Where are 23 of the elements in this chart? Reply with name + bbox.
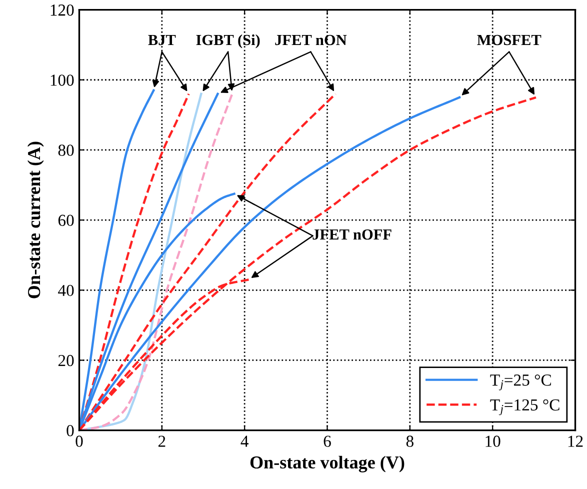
y-tick-label: 80 (58, 144, 74, 156)
x-tick-label: 6 (324, 436, 331, 447)
annotation: JFET nON (275, 34, 347, 46)
y-tick-label: 40 (58, 284, 74, 296)
y-tick-label: 120 (50, 4, 74, 16)
x-tick-label: 0 (76, 436, 83, 447)
annotation: JFET nOFF (312, 229, 392, 240)
annotation: IGBT (Si) (196, 34, 260, 48)
x-tick-label: 4 (240, 436, 248, 447)
y-tick-label: 0 (66, 425, 74, 436)
legend-label: T$_{j}$=125 °C (490, 399, 560, 416)
x-tick-label: 12 (568, 436, 583, 447)
y-tick-label: 20 (58, 354, 74, 366)
x-tick-label: 10 (486, 436, 500, 447)
annotation: BJT (148, 34, 176, 46)
x-tick-label: 2 (158, 436, 166, 447)
y-tick-label: 60 (58, 214, 74, 226)
y-tick-label: 100 (50, 74, 74, 86)
legend-label: T$_{j}$=25 °C (490, 374, 551, 390)
y-axis-title: On-state current (A) (27, 142, 44, 298)
x-tick-label: 8 (406, 436, 414, 447)
x-axis-title: On-state voltage (V) (250, 456, 404, 472)
annotation: MOSFET (477, 34, 542, 46)
